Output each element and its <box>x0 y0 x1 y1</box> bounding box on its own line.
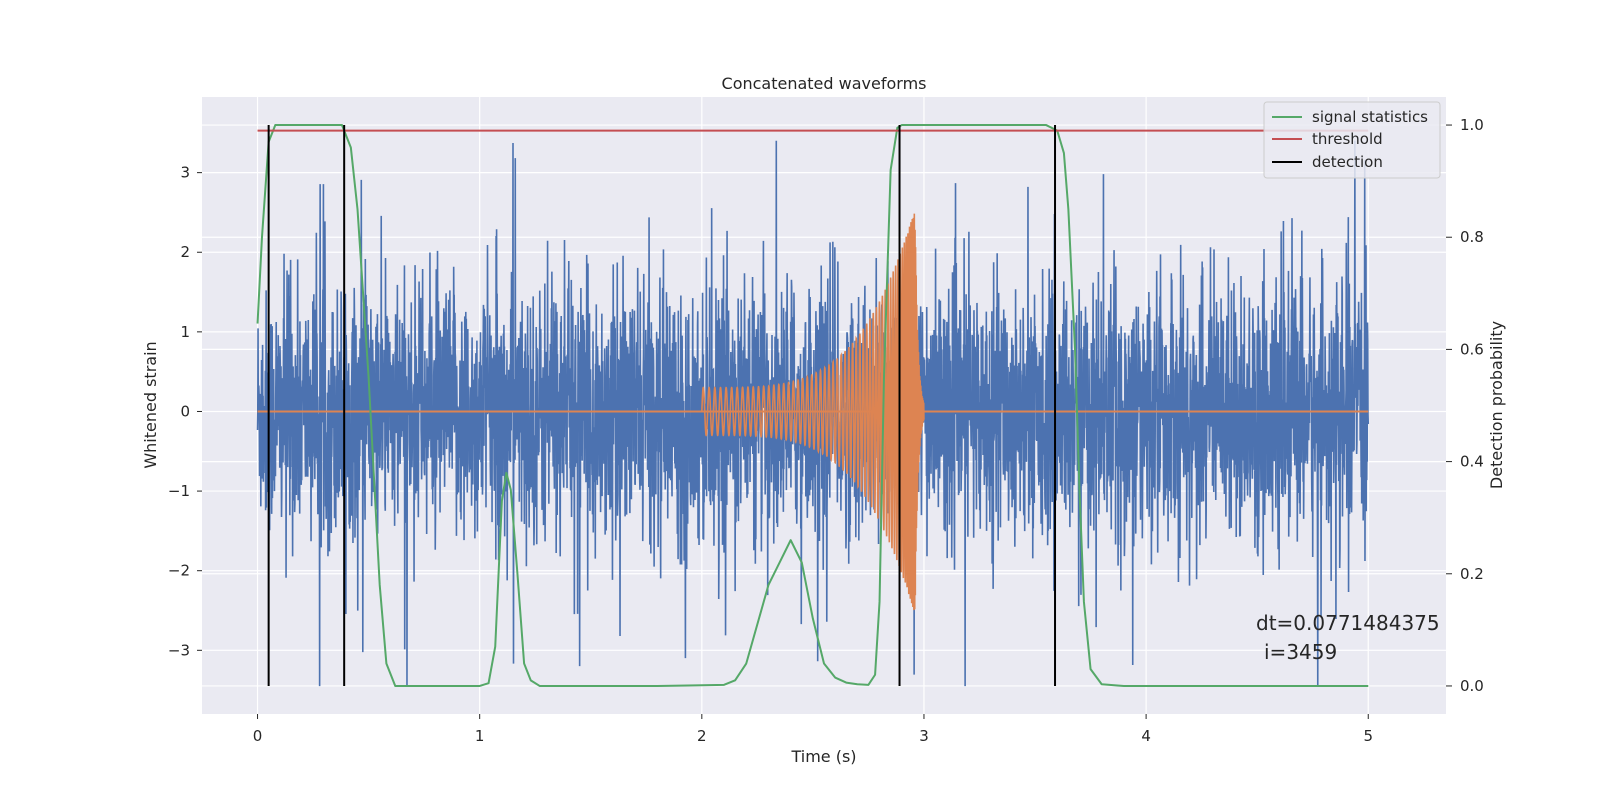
y-right-tick-label: 0.0 <box>1460 677 1484 695</box>
legend: signal statistics threshold detection <box>1263 101 1441 179</box>
y-right-tick-label: 0.8 <box>1460 228 1484 246</box>
y-right-tick-label: 0.4 <box>1460 453 1484 471</box>
x-tick-label: 5 <box>1363 727 1373 745</box>
y-right-tick-label: 1.0 <box>1460 116 1484 134</box>
legend-label-detection: detection <box>1312 153 1383 171</box>
y-left-tick-label: 3 <box>180 164 190 182</box>
y-left-tick-label: −1 <box>168 482 190 500</box>
y-axis-left-label: Whitened strain <box>141 341 160 468</box>
x-tick-label: 4 <box>1141 727 1151 745</box>
y-right-tick-label: 0.6 <box>1460 340 1484 358</box>
chart-title: Concatenated waveforms <box>722 74 927 93</box>
noise-series <box>256 140 1370 687</box>
x-ticks: 0 1 2 3 4 5 <box>253 714 1373 745</box>
x-axis-label: Time (s) <box>790 747 856 766</box>
x-tick-label: 3 <box>919 727 929 745</box>
y-left-tick-label: 2 <box>180 243 190 261</box>
x-tick-label: 0 <box>253 727 263 745</box>
y-axis-right-label: Detection probability <box>1487 321 1506 489</box>
x-tick-label: 2 <box>697 727 707 745</box>
series-layer <box>256 124 1369 687</box>
annotation-dt: dt=0.0771484375 <box>1256 611 1440 635</box>
y-right-tick-label: 0.2 <box>1460 565 1484 583</box>
legend-label-threshold: threshold <box>1312 130 1383 148</box>
y-left-tick-label: −2 <box>168 562 190 580</box>
y-left-ticks: 3 2 1 0 −1 −2 −3 <box>168 164 202 659</box>
signal-statistics-line <box>256 124 1369 687</box>
y-right-ticks: 1.0 0.8 0.6 0.4 0.2 0.0 <box>1446 116 1484 695</box>
y-left-tick-label: −3 <box>168 641 190 659</box>
x-tick-label: 1 <box>475 727 485 745</box>
legend-box <box>1263 101 1441 179</box>
legend-label-signal-statistics: signal statistics <box>1312 108 1428 126</box>
annotation-index: i=3459 <box>1264 640 1337 664</box>
chirp-series <box>701 213 925 611</box>
y-left-tick-label: 0 <box>180 402 190 420</box>
y-left-tick-label: 1 <box>180 323 190 341</box>
